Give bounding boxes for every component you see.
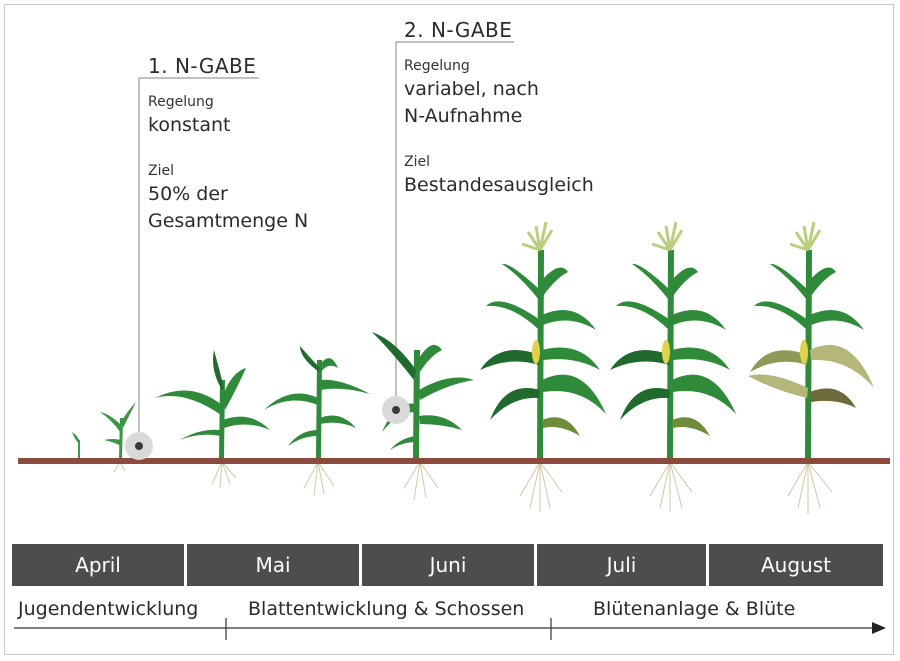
- phase-jugendentwicklung: Jugendentwicklung: [18, 598, 199, 620]
- callout-1: 1. N-GABE Regelung konstant Ziel 50% der…: [148, 54, 308, 235]
- callout-1-ziel-label: Ziel: [148, 163, 174, 179]
- month-bar: April Mai Juni Juli August: [12, 544, 883, 586]
- callout-1-ziel-value-line2: Gesamtmenge N: [148, 210, 309, 232]
- callout-2: 2. N-GABE Regelung variabel, nach N-Aufn…: [404, 18, 594, 199]
- roots: [113, 461, 833, 514]
- callout-1-heading: 1. N-GABE: [148, 54, 257, 78]
- phase-blattentwicklung: Blattentwicklung & Schossen: [248, 598, 525, 620]
- plant-tall-1: [480, 221, 606, 458]
- month-mai: Mai: [187, 544, 359, 586]
- plant-seedling: [100, 402, 136, 458]
- callout-1-regelung-value: konstant: [148, 114, 231, 136]
- plant-tall-drying: [748, 221, 874, 458]
- callout-1-ziel-value-line1: 50% der: [148, 183, 228, 205]
- soil-line: [18, 458, 890, 464]
- plant-young-3: [372, 332, 474, 458]
- plant-sprout: [72, 432, 80, 458]
- plant-tall-2: [610, 221, 736, 458]
- callout-2-regelung-value-line2: N-Aufnahme: [404, 105, 523, 127]
- callout-2-regelung-value-line1: variabel, nach: [404, 78, 539, 100]
- marker-1: [125, 432, 153, 460]
- month-juni: Juni: [362, 544, 534, 586]
- plant-young-2: [264, 346, 370, 458]
- timeline-arrow: [14, 618, 886, 640]
- callout-1-line: [138, 77, 259, 446]
- callout-1-regelung-label: Regelung: [148, 94, 214, 110]
- month-juli: Juli: [537, 544, 706, 586]
- phase-bluetenanlage: Blütenanlage & Blüte: [593, 598, 796, 620]
- callout-2-ziel-value: Bestandesausgleich: [404, 174, 594, 196]
- marker-2: [382, 396, 410, 424]
- callout-2-regelung-label: Regelung: [404, 58, 470, 74]
- plant-young-1: [155, 350, 270, 458]
- callout-2-heading: 2. N-GABE: [404, 18, 513, 42]
- month-august: August: [709, 544, 883, 586]
- callout-2-ziel-label: Ziel: [404, 154, 430, 170]
- month-april: April: [12, 544, 184, 586]
